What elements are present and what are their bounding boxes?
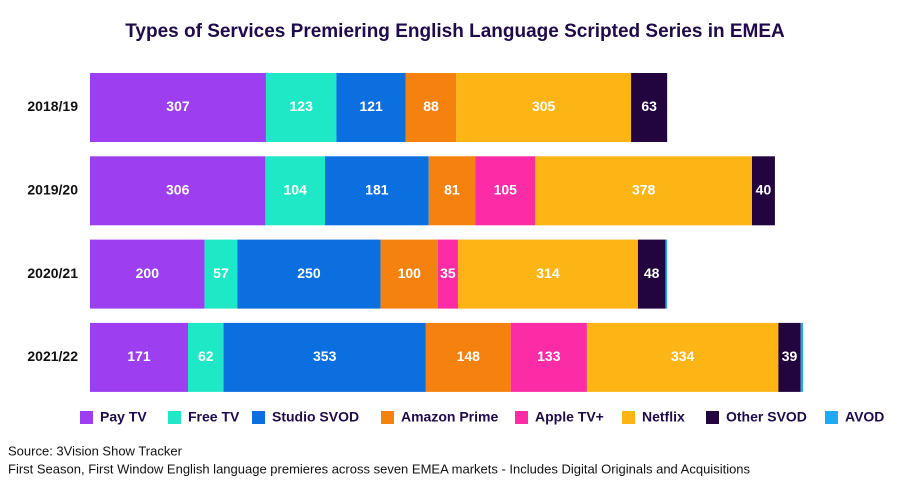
bar-segment <box>535 156 752 226</box>
legend-label: Amazon Prime <box>401 409 498 425</box>
bar-segment <box>751 156 775 226</box>
data-label: 250 <box>297 265 321 281</box>
chart-title: Types of Services Premiering English Lan… <box>125 21 785 42</box>
bar-segment <box>90 322 189 392</box>
data-label: 100 <box>398 265 422 281</box>
legend-label: AVOD <box>845 409 884 425</box>
legend-label: Pay TV <box>100 409 147 425</box>
bar-segment <box>637 239 666 309</box>
legend-label: Apple TV+ <box>535 409 604 425</box>
data-label: 62 <box>198 348 214 364</box>
legend-label: Netflix <box>642 409 685 425</box>
bar-segment <box>457 239 638 309</box>
data-label: 200 <box>136 265 160 281</box>
bar-segment <box>265 73 337 142</box>
source: Source: 3Vision Show Tracker <box>8 443 183 458</box>
bar-segment <box>510 322 587 392</box>
data-label: 305 <box>532 98 556 114</box>
data-label: 171 <box>127 348 151 364</box>
data-label: 334 <box>671 348 695 364</box>
data-label: 133 <box>537 348 561 364</box>
bar-segment <box>204 239 238 309</box>
bar-segment <box>380 239 438 309</box>
y-tick-label: 2021/22 <box>27 348 78 364</box>
data-label: 63 <box>641 98 657 114</box>
bar-segment <box>586 322 779 392</box>
data-label: 39 <box>782 348 798 364</box>
y-tick-label: 2019/20 <box>27 182 78 198</box>
legend-swatch <box>825 411 838 424</box>
legend-swatch <box>381 411 394 424</box>
bar-segment <box>475 156 536 226</box>
data-label: 88 <box>423 98 439 114</box>
data-label: 123 <box>290 98 314 114</box>
data-label: 105 <box>494 182 518 198</box>
data-label: 306 <box>166 182 190 198</box>
data-label: 48 <box>644 265 660 281</box>
bar-segment <box>631 73 668 142</box>
y-tick-label: 2020/21 <box>27 265 78 281</box>
legend-swatch <box>252 411 265 424</box>
data-label: 307 <box>166 98 190 114</box>
data-label: 353 <box>313 348 337 364</box>
legend-swatch <box>80 411 93 424</box>
bar-segment <box>778 322 801 392</box>
data-label: 35 <box>440 265 456 281</box>
legend-label: Free TV <box>188 409 240 425</box>
bar-segment <box>800 322 803 392</box>
legend-swatch <box>515 411 528 424</box>
data-label: 378 <box>632 182 656 198</box>
data-label: 148 <box>457 348 481 364</box>
bar-segment <box>188 322 224 392</box>
bar-segment <box>336 73 406 142</box>
legend-swatch <box>706 411 719 424</box>
data-label: 81 <box>444 182 460 198</box>
bar-segment <box>237 239 381 309</box>
data-label: 314 <box>536 265 560 281</box>
data-label: 40 <box>756 182 772 198</box>
bar-segment <box>425 322 511 392</box>
bar-segment <box>90 73 266 142</box>
data-label: 104 <box>284 182 308 198</box>
footnote: First Season, First Window English langu… <box>8 461 751 476</box>
legend-label: Studio SVOD <box>272 409 359 425</box>
data-label: 121 <box>359 98 383 114</box>
bar-segment <box>90 239 205 309</box>
y-tick-label: 2018/19 <box>27 98 78 114</box>
data-label: 181 <box>365 182 389 198</box>
bar-segment <box>456 73 632 142</box>
bar-segment <box>265 156 325 226</box>
bar-segment <box>428 156 476 226</box>
bar-segment <box>405 73 457 142</box>
bar-segment <box>223 322 426 392</box>
legend-swatch <box>622 411 635 424</box>
legend-swatch <box>168 411 181 424</box>
bar-segment <box>90 156 266 226</box>
data-label: 57 <box>213 265 229 281</box>
bar-segment <box>665 239 668 309</box>
bar-segment <box>324 156 429 226</box>
bar-segment <box>437 239 458 309</box>
legend-label: Other SVOD <box>726 409 807 425</box>
